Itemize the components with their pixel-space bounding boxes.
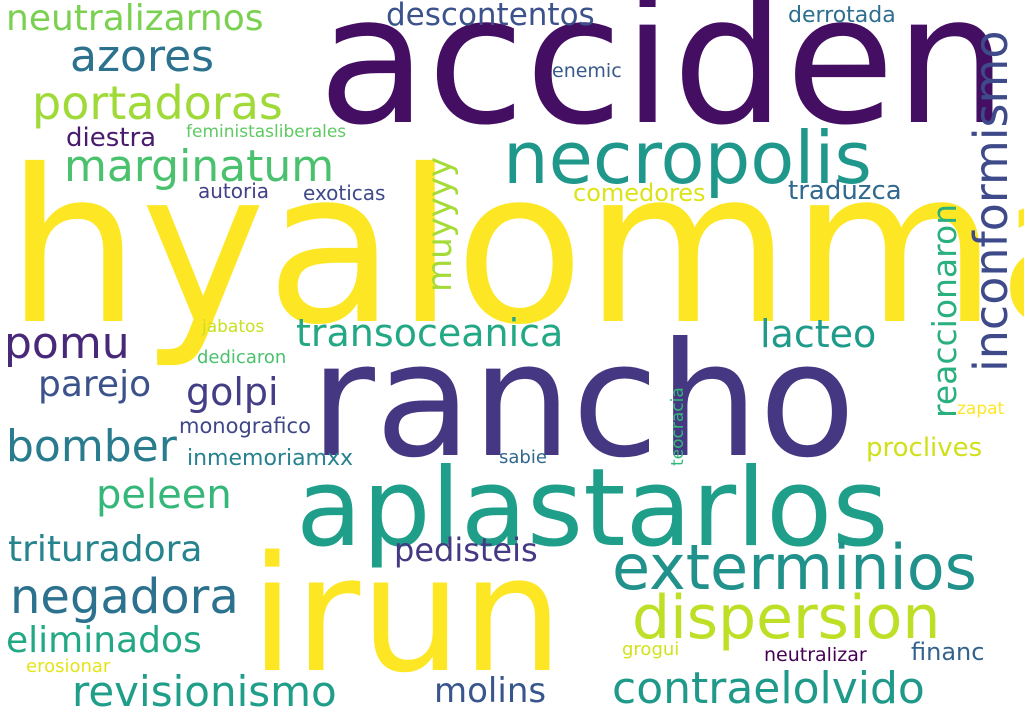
word-neutralizarnos: neutralizarnos <box>6 0 264 39</box>
word-zapat: zapat <box>957 399 1005 419</box>
word-comedores: comedores <box>573 179 706 207</box>
word-monografico: monografico <box>179 414 311 438</box>
word-golpi: golpi <box>186 370 279 414</box>
word-lacteo: lacteo <box>760 312 877 356</box>
word-acciden: acciden <box>318 0 1008 164</box>
word-autoria: autoria <box>198 179 270 203</box>
word-molins: molins <box>434 671 547 711</box>
word-negadora: negadora <box>10 569 239 625</box>
word-peleen: peleen <box>96 472 232 518</box>
word-marginatum: marginatum <box>64 141 335 192</box>
word-rancho: rancho <box>310 309 856 493</box>
word-eliminados: eliminados <box>6 620 202 661</box>
word-feministasliberales: feministasliberales <box>186 122 347 142</box>
word-exterminios: exterminios <box>612 531 977 604</box>
word-parejo: parejo <box>38 364 152 405</box>
word-neutralizar: neutralizar <box>764 644 867 666</box>
word-irun: irun <box>250 521 564 708</box>
word-enemic: enemic <box>552 60 622 82</box>
word-hyalomma: hyalomma <box>6 124 1024 371</box>
word-portadoras: portadoras <box>32 76 283 130</box>
word-bomber: bomber <box>6 421 177 472</box>
word-pedisteis: pedisteis <box>394 531 538 569</box>
word-muyyyy: muyyyy <box>420 156 460 292</box>
word-derrotada: derrotada <box>788 3 896 28</box>
word-aplastarlos: aplastarlos <box>296 446 889 571</box>
word-pomu: pomu <box>4 318 130 369</box>
word-reaccionaron: reaccionaron <box>925 203 964 418</box>
word-diestra: diestra <box>66 123 157 153</box>
word-grogui: grogui <box>622 639 680 660</box>
word-jabatos: jabatos <box>202 317 265 337</box>
word-exoticas: exoticas <box>303 181 386 205</box>
word-revisionismo: revisionismo <box>72 667 337 716</box>
word-proclives: proclives <box>866 433 983 463</box>
word-traduzca: traduzca <box>788 176 902 206</box>
word-dedicaron: dedicaron <box>197 347 287 368</box>
word-sabie: sabie <box>499 447 547 468</box>
word-erosionar: erosionar <box>26 656 111 677</box>
word-contraelolvido: contraelolvido <box>612 663 925 714</box>
word-financ: financ <box>911 638 985 666</box>
word-dispersion: dispersion <box>632 583 941 653</box>
word-necropolis: necropolis <box>503 116 872 200</box>
word-descontentos: descontentos <box>386 0 595 33</box>
word-transoceanica: transoceanica <box>296 311 564 355</box>
word-teocracia: teocracia <box>668 387 688 466</box>
word-inmemoriamxx: inmemoriamxx <box>187 446 354 471</box>
word-azores: azores <box>70 31 215 82</box>
word-trituradora: trituradora <box>8 529 203 570</box>
word-inconformismo: inconformismo <box>964 30 1018 372</box>
